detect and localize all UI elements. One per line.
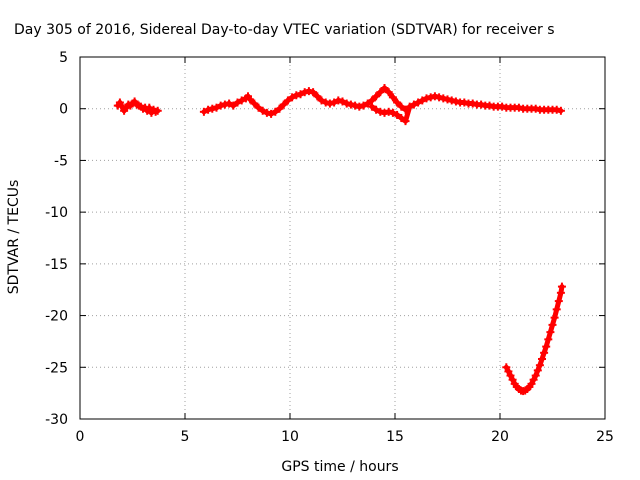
y-tick-label: -5 [54,153,68,169]
y-axis-label: SDTVAR / TECUs [6,180,22,295]
data-trace-segment [398,104,408,113]
x-tick-label: 15 [386,429,404,445]
x-tick-label: 20 [491,429,509,445]
x-tick-label: 10 [281,429,299,445]
y-tick-label: 5 [59,50,68,66]
data-trace-segment [153,108,161,115]
x-tick-label: 0 [76,429,85,445]
axis-ticks: 0 5 10 15 20 25 5 0 -5 -10 -15 -20 -25 -30 [45,50,614,445]
y-tick-label: -25 [45,360,68,376]
grid-lines [80,57,605,419]
plot-frame [79,56,606,420]
y-tick-label: -10 [45,205,68,221]
y-tick-label: 0 [59,102,68,118]
chart-title: Day 305 of 2016, Sidereal Day-to-day VTE… [14,22,555,38]
data-trace-segment [554,107,564,114]
x-tick-label: 25 [596,429,614,445]
data-trace-segment [403,104,413,124]
y-tick-label: -15 [45,257,68,273]
x-tick-label: 5 [181,429,190,445]
data-trace-segment [558,284,565,296]
x-axis-label: GPS time / hours [281,459,398,475]
data-points [113,84,566,396]
y-tick-label: -20 [45,309,68,325]
y-tick-label: -30 [45,412,68,428]
plot-border [79,56,606,420]
